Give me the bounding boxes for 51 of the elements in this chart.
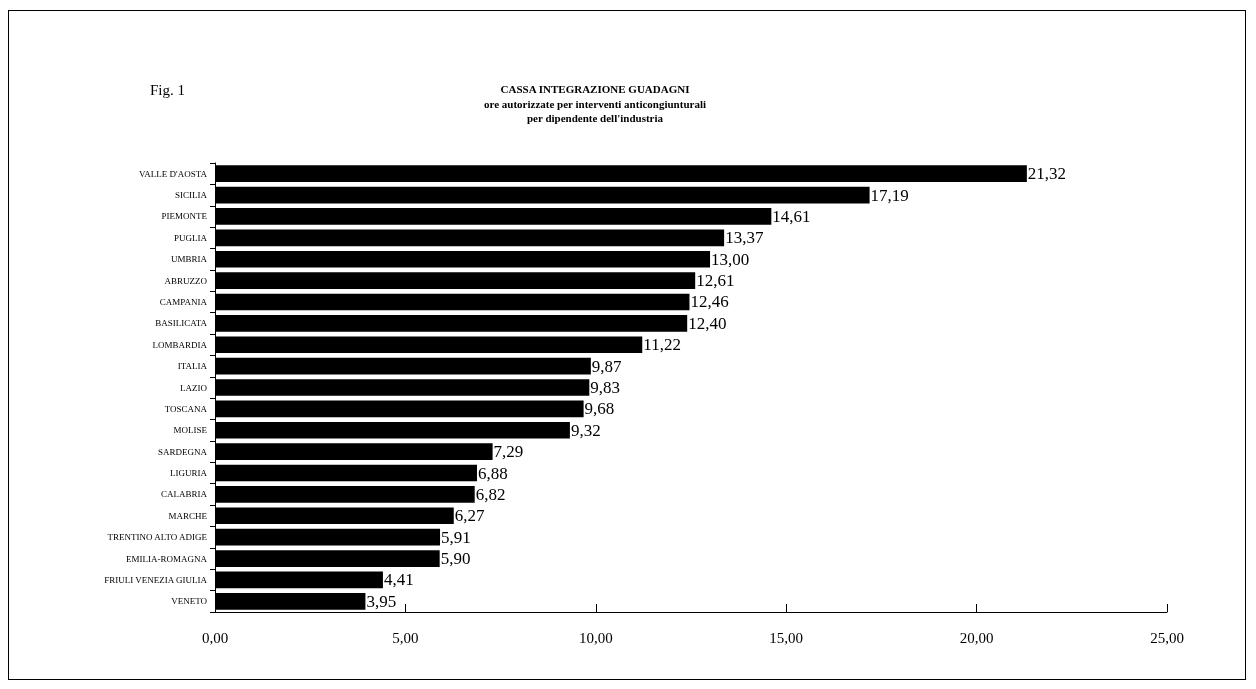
data-label: 14,61 bbox=[772, 206, 811, 226]
data-label: 6,27 bbox=[454, 506, 486, 526]
y-tick-label: CAMPANIA bbox=[159, 296, 208, 307]
data-label: 13,37 bbox=[725, 228, 764, 248]
caption: Fig. 1 bbox=[150, 81, 186, 98]
y-tick-label: SARDEGNA bbox=[157, 446, 208, 457]
data-label: 6,88 bbox=[477, 463, 508, 483]
data-label: 9,68 bbox=[584, 399, 615, 419]
y-tick-label: TRENTINO ALTO ADIGE bbox=[107, 532, 208, 543]
y-tick-label: VENETO bbox=[171, 596, 208, 607]
data-label: 9,83 bbox=[590, 378, 621, 397]
y-tick-label: MARCHE bbox=[168, 510, 208, 521]
y-tick-label: ABRUZZO bbox=[164, 275, 208, 286]
data-label: 12,40 bbox=[688, 313, 727, 333]
chart-title: CASSA INTEGRAZIONE GUADAGNI bbox=[500, 82, 690, 95]
x-tick-label: 0,00 bbox=[201, 629, 229, 646]
x-tick-label: 5,00 bbox=[392, 629, 419, 646]
data-label: 5,90 bbox=[440, 549, 471, 569]
data-label: 4,41 bbox=[383, 570, 414, 590]
y-tick-label: CALABRIA bbox=[160, 489, 208, 500]
y-tick-label: SICILIA bbox=[175, 190, 208, 201]
data-label: 3,95 bbox=[366, 591, 397, 611]
y-tick-label: PIEMONTE bbox=[161, 211, 208, 222]
data-label: 17,19 bbox=[870, 185, 909, 205]
y-tick-label: LIGURIA bbox=[170, 468, 208, 479]
data-label: 13,00 bbox=[711, 249, 750, 269]
x-tick-label: 25,00 bbox=[1150, 629, 1184, 646]
x-tick-label: 15,00 bbox=[769, 629, 804, 646]
y-tick-label: FRIULI VENEZIA GIULIA bbox=[104, 574, 208, 585]
y-tick-label: MOLISE bbox=[173, 425, 208, 436]
y-tick-label: BASILICATA bbox=[155, 318, 208, 329]
chart-subtitle: ore autorizzate per interventi anticongiunturali per dipendente dell'industria bbox=[483, 98, 707, 124]
y-tick-label: LAZIO bbox=[180, 382, 208, 393]
y-tick-label: LOMBARDIA bbox=[152, 339, 208, 350]
x-tick-label: 10,00 bbox=[578, 629, 613, 646]
data-label: 12,46 bbox=[690, 292, 729, 312]
data-label: 21,32 bbox=[1027, 164, 1067, 184]
data-label: 7,29 bbox=[493, 442, 524, 462]
y-tick-label: ITALIA bbox=[177, 361, 208, 372]
data-label: 11,22 bbox=[643, 335, 681, 355]
y-tick-label: TOSCANA bbox=[164, 403, 208, 414]
data-label: 12,61 bbox=[696, 271, 735, 291]
data-label: 6,82 bbox=[475, 484, 506, 504]
y-tick-label: PUGLIA bbox=[174, 232, 208, 243]
y-tick-label: VALLE D'AOSTA bbox=[139, 168, 208, 179]
data-label: 5,91 bbox=[441, 527, 471, 547]
x-tick-label: 20,00 bbox=[959, 629, 994, 646]
y-tick-label: EMILIA-ROMAGNA bbox=[126, 553, 208, 564]
y-tick-label: UMBRIA bbox=[170, 254, 208, 265]
data-label: 9,32 bbox=[570, 420, 601, 440]
data-label: 9,87 bbox=[591, 356, 623, 376]
